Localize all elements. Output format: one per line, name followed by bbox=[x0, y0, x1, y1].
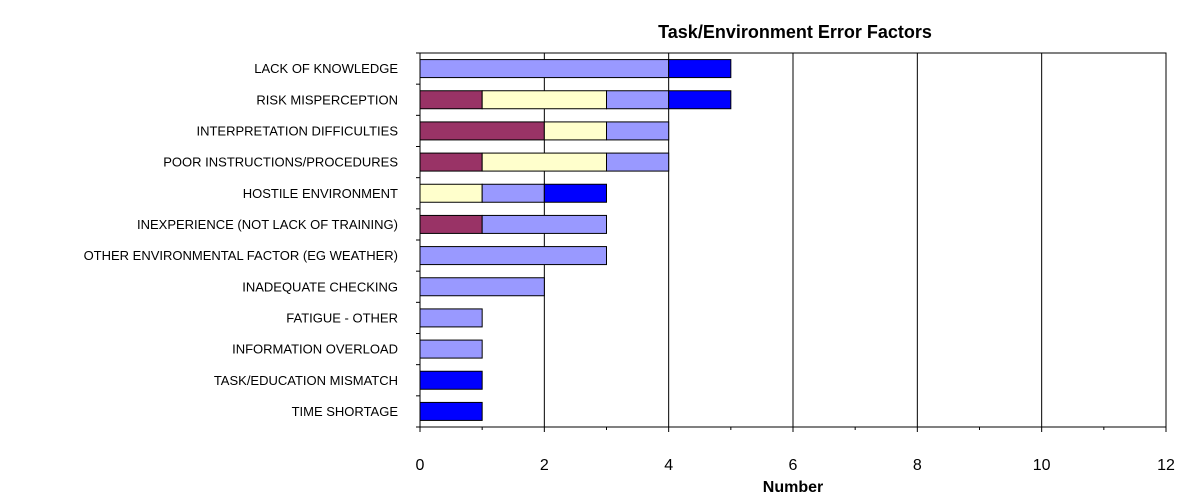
bar-segment bbox=[606, 152, 670, 172]
bar-segment bbox=[606, 121, 670, 141]
bar-segment bbox=[419, 401, 483, 421]
bar-segment bbox=[668, 59, 732, 79]
category-label: INADEQUATE CHECKING bbox=[242, 279, 398, 294]
bar-segment bbox=[419, 121, 545, 141]
x-tick-label: 12 bbox=[1157, 457, 1175, 474]
bar-segment bbox=[481, 152, 607, 172]
bar-segment bbox=[419, 339, 483, 359]
bar-segment bbox=[481, 214, 607, 234]
x-tick-label: 0 bbox=[416, 457, 425, 474]
bar-segment bbox=[668, 90, 732, 110]
bar-segment bbox=[419, 59, 670, 79]
x-tick-label: 6 bbox=[789, 457, 798, 474]
category-label: TIME SHORTAGE bbox=[292, 404, 399, 419]
x-axis-title: Number bbox=[763, 479, 823, 496]
x-tick-labels: 0 2 4 6 8 10 12 bbox=[416, 457, 1175, 474]
bar-segment bbox=[419, 152, 483, 172]
bar-segment bbox=[419, 370, 483, 390]
bar-segment bbox=[419, 183, 483, 203]
bar-segment bbox=[419, 214, 483, 234]
bar-segment bbox=[481, 90, 607, 110]
category-labels: LACK OF KNOWLEDGE RISK MISPERCEPTION INTER… bbox=[84, 61, 399, 419]
x-tick-label: 4 bbox=[664, 457, 673, 474]
bar-segment bbox=[606, 90, 670, 110]
chart-title: Task/Environment Error Factors bbox=[658, 22, 932, 42]
category-label: INFORMATION OVERLOAD bbox=[232, 342, 398, 357]
category-label: FATIGUE - OTHER bbox=[286, 310, 398, 325]
category-label: LACK OF KNOWLEDGE bbox=[254, 61, 398, 76]
bar-segment bbox=[419, 308, 483, 328]
bar-segment bbox=[543, 121, 607, 141]
x-tick-label: 2 bbox=[540, 457, 549, 474]
category-label: TASK/EDUCATION MISMATCH bbox=[214, 373, 398, 388]
bar-segment bbox=[419, 277, 545, 297]
category-label: OTHER ENVIRONMENTAL FACTOR (EG WEATHER) bbox=[84, 248, 398, 263]
category-label: HOSTILE ENVIRONMENT bbox=[243, 186, 398, 201]
x-tick-label: 8 bbox=[913, 457, 922, 474]
bar-segment bbox=[419, 246, 607, 266]
bar-segment bbox=[543, 183, 607, 203]
x-tick-label: 10 bbox=[1033, 457, 1051, 474]
x-axis bbox=[419, 426, 1167, 432]
bars bbox=[419, 59, 732, 421]
y-axis bbox=[416, 52, 421, 428]
category-label: INEXPERIENCE (NOT LACK OF TRAINING) bbox=[137, 217, 398, 232]
category-label: INTERPRETATION DIFFICULTIES bbox=[196, 123, 398, 138]
category-label: POOR INSTRUCTIONS/PROCEDURES bbox=[163, 155, 398, 170]
bar-segment bbox=[481, 183, 545, 203]
category-label: RISK MISPERCEPTION bbox=[256, 92, 398, 107]
bar-segment bbox=[419, 90, 483, 110]
